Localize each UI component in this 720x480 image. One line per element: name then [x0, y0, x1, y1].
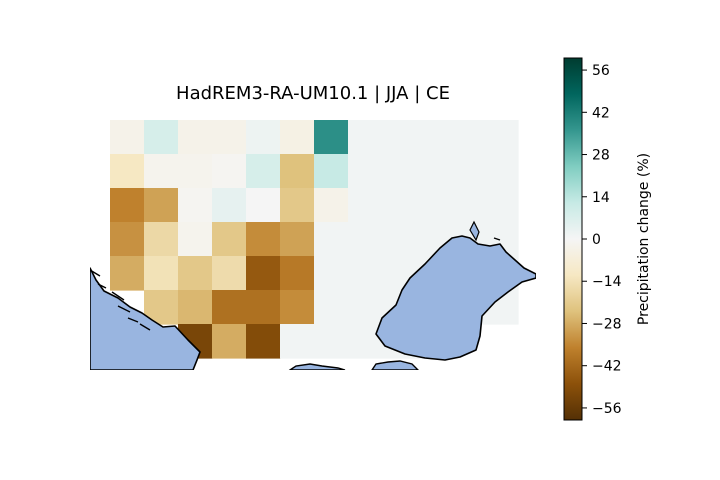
grid-cell — [212, 256, 247, 291]
island — [111, 291, 125, 301]
island — [117, 305, 131, 313]
grid-cell — [382, 188, 417, 223]
aegean-sea — [371, 360, 419, 370]
bay-inlet — [469, 220, 480, 242]
grid-cell — [314, 120, 349, 155]
grid-cell — [416, 120, 451, 155]
grid-cell — [212, 188, 247, 223]
grid-cell — [178, 256, 213, 291]
colorbar-tick-label: −14 — [592, 274, 622, 290]
grid-cell — [212, 120, 247, 155]
island — [90, 269, 101, 277]
grid-cell — [280, 154, 315, 189]
grid-cell — [178, 188, 213, 223]
grid-cell — [212, 290, 247, 325]
grid-cell — [144, 222, 179, 257]
grid-cell — [110, 188, 145, 223]
grid-cell — [382, 120, 417, 155]
grid-cell — [110, 256, 145, 291]
aegean-sea-west — [288, 363, 346, 370]
island — [97, 283, 107, 289]
grid-cell — [212, 222, 247, 257]
grid-cell — [416, 188, 451, 223]
colorbar-tick-label: 56 — [592, 63, 610, 79]
grid-cell — [280, 290, 315, 325]
colorbar-tick-label: −56 — [592, 401, 622, 417]
grid-cell — [178, 222, 213, 257]
grid-cell — [110, 154, 145, 189]
grid-cell — [348, 120, 383, 155]
grid-cell — [484, 120, 519, 155]
grid-cell — [450, 120, 485, 155]
grid-cell — [314, 222, 349, 257]
grid-cell — [246, 290, 281, 325]
grid-cell — [314, 188, 349, 223]
grid-cell — [450, 154, 485, 189]
grid-cell — [246, 188, 281, 223]
grid-cell — [212, 154, 247, 189]
grid-cell — [348, 256, 383, 291]
grid-cell — [348, 154, 383, 189]
grid-cell — [144, 256, 179, 291]
island — [127, 317, 139, 323]
water-bodies — [90, 220, 536, 370]
colorbar-tick-label: 42 — [592, 105, 610, 121]
grid-cell — [110, 222, 145, 257]
grid-cell — [280, 324, 315, 359]
grid-cell — [246, 154, 281, 189]
adriatic-sea — [90, 267, 201, 370]
grid-cell — [314, 256, 349, 291]
grid-cell — [178, 120, 213, 155]
grid-cell — [484, 188, 519, 223]
colorbar-tick-label: 14 — [592, 190, 610, 206]
grid-cell — [382, 222, 417, 257]
chart-title: HadREM3-RA-UM10.1 | JJA | CE — [176, 83, 450, 104]
grid-cell — [280, 256, 315, 291]
colorbar-label: Precipitation change (%) — [636, 153, 652, 325]
grid-cell — [246, 256, 281, 291]
grid-cell — [246, 120, 281, 155]
grid-cell — [144, 154, 179, 189]
grid-cell — [314, 154, 349, 189]
grid-cell — [382, 154, 417, 189]
grid-cell — [348, 290, 383, 325]
grid-cell — [144, 120, 179, 155]
grid-cell — [144, 188, 179, 223]
grid-cell — [416, 154, 451, 189]
colorbar-tick-label: −42 — [592, 359, 622, 375]
grid-cell — [314, 290, 349, 325]
grid-cell — [246, 324, 281, 359]
colorbar: 56 42 28 14 0 −14 −28 −42 −56 Precipitation chan… — [563, 57, 652, 421]
grid-cell — [348, 188, 383, 223]
colorbar-tick-label: 28 — [592, 148, 610, 164]
black-sea — [375, 235, 536, 361]
grid-cell — [450, 188, 485, 223]
grid-cell — [246, 222, 281, 257]
colorbar-ticks: 56 42 28 14 0 −14 −28 −42 −56 — [582, 63, 622, 417]
grid-cell — [280, 120, 315, 155]
map-area — [90, 120, 536, 370]
grid-cell — [484, 154, 519, 189]
island — [493, 237, 501, 241]
grid-cell — [178, 154, 213, 189]
grid-cell — [178, 290, 213, 325]
grid-cell — [280, 188, 315, 223]
islands — [90, 237, 501, 331]
grid-cell — [280, 222, 315, 257]
island — [139, 323, 151, 331]
colorbar-gradient — [563, 57, 583, 421]
colorbar-tick-label: −28 — [592, 316, 622, 332]
grid-cell — [314, 324, 349, 359]
grid-cell — [110, 120, 145, 155]
grid-cell — [212, 324, 247, 359]
colorbar-tick-label: 0 — [592, 232, 601, 248]
grid-cell — [348, 222, 383, 257]
